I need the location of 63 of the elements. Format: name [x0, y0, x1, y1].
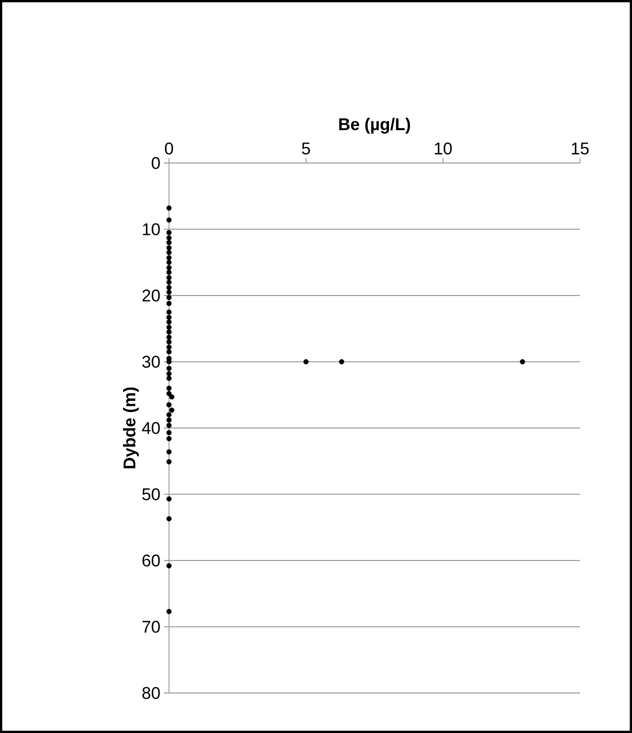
point — [166, 280, 172, 285]
y-axis-title: Dybde (m) — [123, 387, 139, 468]
point — [166, 284, 172, 290]
point — [166, 449, 172, 454]
point — [166, 329, 172, 335]
point — [166, 344, 172, 350]
x-axis-title: Be (µg/L) — [339, 118, 410, 134]
point — [166, 436, 172, 442]
point — [339, 359, 344, 364]
point — [169, 408, 174, 413]
point — [166, 314, 172, 320]
point — [166, 459, 172, 464]
point — [166, 245, 172, 250]
point — [166, 309, 172, 315]
point — [166, 334, 172, 340]
point — [166, 319, 172, 325]
point — [166, 430, 172, 436]
point — [166, 240, 172, 246]
point — [166, 270, 172, 275]
x-tick-label: 15 — [572, 142, 589, 154]
y-tick-label: 70 — [142, 620, 160, 633]
point — [166, 230, 172, 236]
y-tick-label: 0 — [152, 157, 160, 170]
point — [166, 255, 172, 260]
y-tick-label: 50 — [142, 488, 160, 500]
point — [166, 275, 172, 280]
y-tick-label: 60 — [142, 554, 160, 567]
point — [166, 290, 172, 295]
point — [520, 359, 526, 364]
x-tick-label: 0 — [164, 142, 174, 154]
point — [166, 496, 172, 502]
y-tick-label: 10 — [142, 223, 160, 236]
point — [166, 217, 172, 223]
point — [166, 265, 172, 270]
point — [166, 260, 172, 265]
point — [166, 422, 172, 428]
point — [166, 250, 172, 256]
point — [166, 417, 172, 423]
y-tick-label: 20 — [142, 290, 160, 302]
point — [166, 235, 172, 240]
y-tick-label: 80 — [142, 687, 160, 700]
point — [166, 386, 172, 391]
point — [169, 394, 174, 400]
point — [166, 516, 172, 522]
y-tick-label: 40 — [142, 422, 160, 434]
point — [166, 324, 172, 330]
point — [166, 376, 172, 381]
point — [166, 563, 172, 568]
point — [303, 359, 309, 364]
point — [166, 349, 172, 354]
point — [166, 205, 172, 211]
x-tick-label: 5 — [302, 142, 310, 154]
point — [166, 300, 172, 306]
point — [166, 294, 172, 300]
point — [166, 371, 172, 376]
point — [166, 390, 172, 396]
y-tick-label: 30 — [142, 356, 160, 368]
point — [166, 339, 172, 344]
point — [166, 412, 172, 418]
point — [166, 402, 172, 408]
x-tick-label: 10 — [434, 142, 452, 154]
point — [166, 608, 172, 614]
point — [166, 366, 172, 371]
